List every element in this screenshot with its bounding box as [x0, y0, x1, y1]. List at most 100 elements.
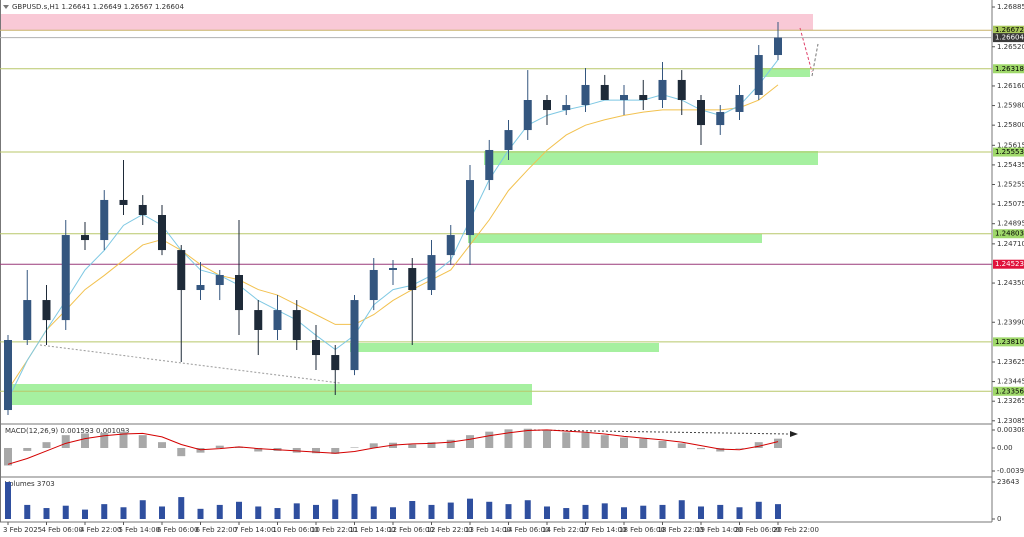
macd-bar [215, 445, 224, 448]
price-box [993, 25, 1024, 35]
macd-bar [23, 447, 32, 451]
y-tick-label: 1.23625 [997, 358, 1024, 366]
macd-bar [697, 447, 705, 450]
supply-zone [0, 14, 813, 30]
price-box [993, 259, 1024, 269]
candle-body [61, 235, 70, 321]
y-tick-label: 1.25255 [997, 181, 1024, 189]
volume-bar [139, 500, 146, 519]
volume-bar [505, 504, 512, 519]
y-tick-label: 1.23445 [997, 378, 1024, 386]
y-tick-label: 1.25075 [997, 200, 1024, 208]
candle-body [504, 130, 513, 150]
y-tick-label: 1.25800 [997, 121, 1024, 129]
price-box [993, 229, 1024, 239]
volume-bar [775, 504, 781, 519]
candle-body [716, 111, 725, 126]
volume-bar [544, 506, 550, 519]
y-tick-label: 1.23085 [997, 417, 1024, 425]
candle-body [196, 285, 205, 291]
macd-bar [331, 447, 340, 454]
x-tick-label: 4 Feb 06:00 [42, 526, 83, 534]
y-tick-label: 1.26160 [997, 82, 1024, 90]
frame [0, 0, 993, 523]
candle-body [427, 255, 436, 291]
candle-body [639, 94, 648, 101]
x-tick-label: 7 Feb 14:00 [234, 526, 275, 534]
macd-bar [620, 437, 628, 448]
macd-trend-line [529, 429, 791, 435]
volume-bar [640, 505, 647, 519]
volume-bar [313, 504, 319, 519]
macd-bar [42, 442, 51, 448]
volume-bar [62, 505, 69, 519]
x-tick-label: 11 Feb 14:00 [350, 526, 396, 534]
projection [811, 43, 819, 77]
price-box [993, 147, 1024, 157]
y-tick-label: 1.25435 [997, 161, 1024, 169]
macd-label: MACD(12,26,9) 0.001593 0.001093 [5, 427, 129, 435]
volume-bar [178, 497, 185, 519]
x-tick-label: 4 Feb 22:00 [80, 526, 121, 534]
demand-zone [350, 343, 659, 352]
macd-bar [466, 435, 474, 448]
candle-body [119, 199, 128, 205]
volume-bar [678, 500, 685, 519]
volume-bar [370, 506, 377, 519]
macd-bar [196, 447, 205, 453]
y-tick-label: 23643 [997, 478, 1019, 486]
candle-body [485, 149, 494, 181]
candle-body [312, 340, 320, 356]
candle-body [350, 300, 359, 371]
macd-bar [350, 447, 359, 448]
price-box-label: 1.26672 [995, 26, 1024, 34]
price-box-label: 1.25553 [995, 148, 1024, 156]
y-tick-label: -0.003945 [997, 467, 1024, 475]
volume-bar [255, 506, 262, 519]
volume-bar [698, 506, 704, 519]
x-tick-label: 6 Feb 06:00 [157, 526, 198, 534]
candle-body [446, 235, 455, 256]
macd-bar [138, 435, 147, 448]
x-tick-label: 13 Feb 14:00 [465, 526, 511, 534]
macd-bar [235, 446, 243, 448]
macd-bar [735, 447, 744, 449]
volume-bar [601, 503, 608, 519]
volume-bar [563, 508, 570, 519]
x-tick-label: 12 Feb 06:00 [388, 526, 434, 534]
macd-bar [4, 447, 12, 466]
y-tick-label: 1.23990 [997, 318, 1024, 326]
projection [799, 27, 813, 73]
macd-bar [774, 438, 782, 448]
macd-signal-line [7, 429, 779, 465]
volume-label: Volumes 3703 [5, 480, 55, 488]
macd-bar [562, 432, 571, 448]
macd-bar [61, 435, 70, 448]
y-tick-label: 0.00 [997, 444, 1013, 452]
x-tick-label: 20 Feb 22:00 [773, 526, 819, 534]
candle-body [389, 268, 397, 270]
volume-bar [216, 504, 223, 519]
macd-bar [427, 442, 436, 448]
price-box [993, 386, 1024, 396]
x-tick-label: 6 Feb 22:00 [196, 526, 237, 534]
candle-body [523, 100, 532, 131]
candle-body [235, 274, 243, 311]
volume-bar [659, 504, 666, 519]
macd-bar [119, 431, 128, 448]
y-tick-label: 1.23265 [997, 397, 1024, 405]
macd-bar [754, 442, 763, 448]
price-box-label: 1.24523 [995, 260, 1024, 268]
y-tick-label: 1.26520 [997, 43, 1024, 51]
macd-bar [523, 428, 532, 448]
macd-bar [81, 433, 89, 448]
macd-bar [581, 432, 590, 448]
candle-body [408, 268, 417, 291]
volume-bar [332, 499, 339, 519]
x-tick-label: 3 Feb 2025 [3, 526, 42, 534]
price-box [993, 33, 1024, 43]
x-tick-label: 14 Feb 22:00 [542, 526, 588, 534]
candle-body [774, 37, 782, 56]
